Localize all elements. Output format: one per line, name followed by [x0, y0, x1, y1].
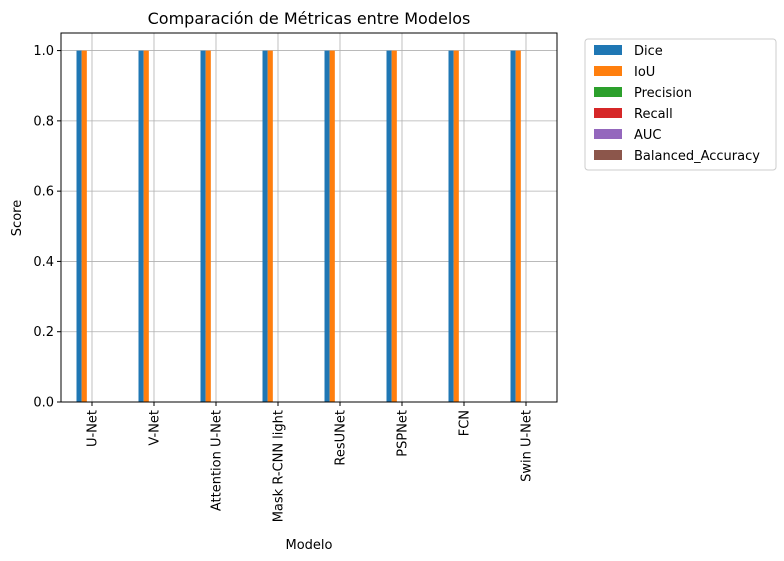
x-tick-label: Swin U-Net	[520, 410, 535, 482]
bar-dice	[510, 50, 516, 402]
bars	[76, 50, 521, 402]
y-tick-label: 0.0	[33, 396, 54, 411]
legend: Dice IoU Precision Recall AUC Balanced_Accura…	[584, 38, 777, 171]
x-tick-label: PSPNet	[396, 410, 411, 457]
x-axis: U-Net V-Net Attention U-Net Mask R-CNN ligh…	[86, 402, 535, 522]
plot-frame	[60, 32, 558, 403]
bar-iou	[205, 50, 211, 402]
x-tick-label: Attention U-Net	[210, 410, 225, 511]
bar-iou	[515, 50, 521, 402]
legend-label: Recall	[634, 107, 673, 122]
grid-lines	[61, 33, 557, 403]
legend-label: Dice	[634, 44, 663, 59]
bar-iou	[391, 50, 397, 402]
legend-label: Precision	[634, 86, 692, 101]
legend-swatch	[594, 108, 622, 118]
x-tick-label: Mask R-CNN light	[272, 410, 287, 522]
bar-iou	[81, 50, 87, 402]
y-axis-label: Score	[10, 200, 25, 236]
y-tick-label: 0.2	[33, 325, 54, 340]
legend-swatch	[594, 150, 622, 160]
bar-iou	[453, 50, 459, 402]
bar-dice	[262, 50, 268, 402]
legend-label: AUC	[634, 128, 662, 143]
x-tick-label: FCN	[458, 410, 473, 436]
bar-dice	[324, 50, 330, 402]
bar-dice	[386, 50, 392, 402]
y-tick-label: 1.0	[33, 44, 54, 59]
x-tick-label: U-Net	[86, 410, 101, 447]
chart-title: Comparación de Métricas entre Modelos	[148, 9, 471, 28]
legend-label: IoU	[634, 65, 655, 80]
x-tick-label: ResUNet	[334, 410, 349, 466]
x-tick-label: V-Net	[148, 410, 163, 446]
bar-dice	[200, 50, 206, 402]
legend-swatch	[594, 66, 622, 76]
x-axis-label: Modelo	[286, 538, 333, 553]
y-tick-label: 0.4	[33, 255, 54, 270]
bar-dice	[138, 50, 144, 402]
legend-swatch	[594, 87, 622, 97]
bar-dice	[448, 50, 454, 402]
legend-label: Balanced_Accuracy	[634, 149, 760, 164]
y-tick-label: 0.6	[33, 185, 54, 200]
legend-swatch	[594, 129, 622, 139]
y-axis: 0.0 0.2 0.4 0.6 0.8 1.0	[33, 44, 61, 411]
bar-iou	[143, 50, 149, 402]
legend-frame	[584, 38, 777, 171]
bar-iou	[329, 50, 335, 402]
y-tick-label: 0.8	[33, 114, 54, 129]
legend-swatch	[594, 45, 622, 55]
bar-dice	[76, 50, 82, 402]
bar-iou	[267, 50, 273, 402]
